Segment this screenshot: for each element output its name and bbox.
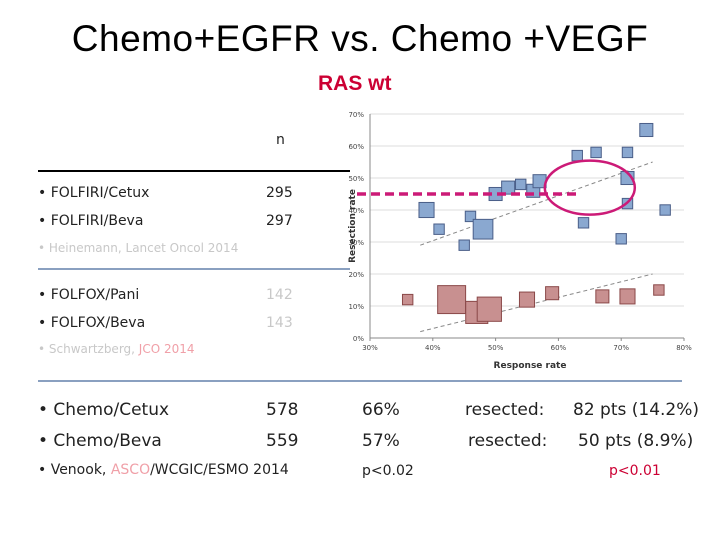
y-tick-label: 30% [348, 239, 364, 247]
citation-meetings: /WCGIC/ESMO 2014 [150, 462, 289, 478]
citation-meeting: ASCO [110, 462, 151, 478]
data-point [433, 223, 445, 235]
highlight-circle [543, 159, 637, 216]
trend-line [420, 161, 653, 246]
table-row-n: 559 [266, 431, 299, 451]
slide-subtitle: RAS wt [318, 72, 392, 95]
data-point [577, 217, 590, 229]
data-point [526, 183, 541, 198]
x-tick-label: 70% [613, 344, 629, 352]
data-point [488, 186, 503, 202]
citation-journal: JCO 2014 [138, 342, 195, 356]
citation-schwartzberg: • Schwartzberg, JCO 2014 [38, 342, 195, 356]
y-tick-label: 20% [348, 271, 364, 279]
data-point [595, 289, 610, 304]
table-row-label: • FOLFOX/Pani [38, 287, 140, 303]
table-row-n: 143 [266, 315, 293, 331]
x-tick-label: 60% [551, 344, 567, 352]
data-point [659, 204, 671, 216]
data-point [590, 146, 602, 159]
trend-line [420, 273, 653, 333]
data-point [571, 149, 583, 162]
data-point [401, 293, 414, 306]
data-point [418, 201, 435, 219]
data-point [465, 300, 489, 324]
data-point [615, 233, 627, 245]
data-point [621, 197, 634, 210]
table-row-n: 142 [266, 287, 293, 303]
p-value-response: p<0.02 [362, 463, 414, 479]
n-column-header: n [276, 132, 285, 148]
citation-heinemann: • Heinemann, Lancet Oncol 2014 [38, 241, 239, 255]
divider-mid [38, 268, 350, 270]
response-rate-value: 66% [362, 400, 400, 420]
response-rate-value: 57% [362, 431, 400, 451]
y-tick-label: 40% [348, 207, 364, 215]
data-point [437, 285, 467, 315]
slide-title: Chemo+EGFR vs. Chemo +VEGF [71, 18, 649, 59]
x-tick-label: 50% [488, 344, 504, 352]
data-point [621, 146, 634, 159]
resected-label: resected: [465, 400, 545, 420]
data-point [458, 239, 470, 251]
x-axis-label: Response rate [494, 361, 567, 371]
table-row-label: • FOLFIRI/Beva [38, 213, 144, 229]
table-row-label: • FOLFOX/Beva [38, 315, 146, 331]
citation-author: • Venook, [38, 462, 111, 478]
data-point [639, 122, 654, 138]
data-point [619, 288, 636, 305]
data-point [653, 284, 665, 296]
data-point [620, 170, 635, 186]
table-row-n: 295 [266, 185, 293, 201]
p-value-resection: p<0.01 [609, 463, 661, 479]
table-row-label: • Chemo/Cetux [38, 400, 170, 420]
x-tick-label: 40% [425, 344, 441, 352]
table-row-n: 297 [266, 213, 293, 229]
divider-bottom [38, 380, 682, 382]
divider-top [38, 170, 350, 172]
x-tick-label: 30% [362, 344, 378, 352]
x-tick-label: 80% [676, 344, 692, 352]
data-point [501, 180, 516, 195]
y-tick-label: 70% [348, 111, 364, 119]
table-row-label: • Chemo/Beva [38, 431, 162, 451]
resected-label: resected: [468, 431, 548, 451]
data-point [532, 174, 547, 189]
citation-venook: • Venook, ASCO/WCGIC/ESMO 2014 [38, 462, 289, 478]
y-tick-label: 10% [348, 303, 364, 311]
y-axis-label: Resection rate [348, 189, 358, 263]
data-point [545, 286, 560, 301]
data-point [472, 218, 494, 240]
y-tick-label: 60% [348, 143, 364, 151]
y-tick-label: 50% [348, 175, 364, 183]
data-point [476, 296, 502, 322]
table-row-label: • FOLFIRI/Cetux [38, 185, 150, 201]
data-point [518, 291, 536, 308]
data-point [515, 178, 527, 191]
y-tick-label: 0% [353, 335, 364, 343]
resected-value: 50 pts (8.9%) [578, 431, 694, 451]
data-point [464, 210, 477, 223]
citation-author: • Schwartzberg, [38, 342, 139, 356]
resected-value: 82 pts (14.2%) [573, 400, 700, 420]
table-row-n: 578 [266, 400, 299, 420]
